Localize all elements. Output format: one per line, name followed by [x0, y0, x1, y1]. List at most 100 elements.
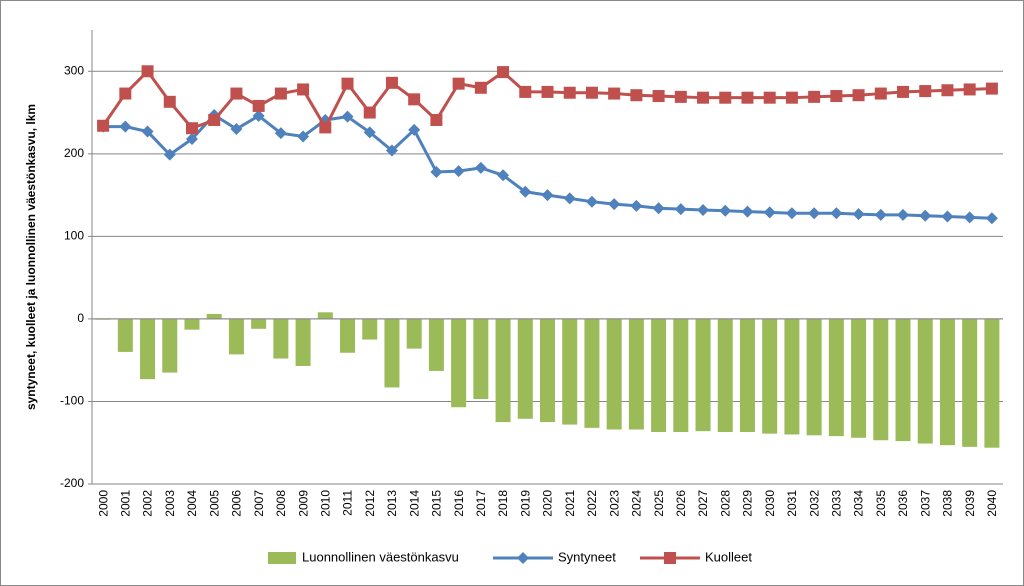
marker — [474, 161, 487, 174]
legend-swatch — [268, 552, 296, 564]
x-tick-label: 2021 — [563, 490, 577, 517]
marker — [519, 185, 532, 198]
marker — [430, 165, 443, 178]
marker — [630, 199, 643, 212]
x-tick-label: 2006 — [230, 490, 244, 517]
marker — [852, 208, 865, 221]
marker — [519, 85, 532, 98]
marker — [608, 87, 621, 100]
marker — [408, 93, 421, 106]
bar — [939, 318, 955, 446]
marker — [274, 127, 287, 140]
x-tick-label: 2029 — [741, 490, 755, 517]
x-tick-label: 2005 — [207, 490, 221, 517]
x-tick-label: 2028 — [718, 490, 732, 517]
marker — [963, 211, 976, 224]
y-tick-label: 0 — [77, 311, 84, 325]
x-tick-label: 2016 — [452, 490, 466, 517]
marker — [119, 87, 132, 100]
bar — [873, 318, 889, 441]
marker — [297, 130, 310, 143]
marker — [830, 90, 843, 103]
y-tick-label: 300 — [64, 63, 84, 77]
marker — [163, 95, 176, 108]
marker — [919, 209, 932, 222]
y-tick-label: 100 — [64, 229, 84, 243]
x-tick-label: 2001 — [119, 490, 133, 517]
x-tick-label: 2000 — [96, 490, 110, 517]
bar — [251, 318, 267, 329]
marker — [985, 82, 998, 95]
marker — [985, 212, 998, 225]
legend-label: Luonnollinen väestönkasvu — [302, 549, 459, 564]
bar — [584, 318, 600, 428]
bar — [540, 318, 555, 423]
bar — [184, 318, 200, 330]
y-tick-label: -100 — [60, 394, 84, 408]
marker — [897, 85, 910, 98]
marker — [585, 195, 598, 208]
x-tick-label: 2007 — [252, 490, 266, 517]
x-tick-label: 2030 — [763, 490, 777, 517]
x-tick-label: 2025 — [652, 490, 666, 517]
bar — [606, 318, 622, 430]
bar — [739, 318, 755, 432]
x-tick-label: 2027 — [696, 490, 710, 517]
marker — [541, 85, 554, 98]
x-tick-label: 2003 — [163, 490, 177, 517]
x-tick-label: 2035 — [874, 490, 888, 517]
x-tick-label: 2004 — [185, 490, 199, 517]
bar — [695, 318, 711, 432]
bar — [273, 318, 289, 359]
bar — [362, 318, 378, 340]
marker — [230, 87, 243, 100]
bar — [117, 318, 133, 352]
marker — [385, 76, 398, 89]
marker — [452, 165, 465, 178]
marker — [408, 123, 421, 136]
marker — [719, 204, 732, 217]
x-tick-label: 2012 — [363, 490, 377, 517]
marker — [452, 77, 465, 90]
bar — [140, 318, 156, 380]
x-tick-label: 2039 — [963, 490, 977, 517]
marker — [430, 113, 443, 126]
marker — [230, 123, 243, 136]
marker — [808, 90, 821, 103]
x-tick-label: 2002 — [141, 490, 155, 517]
x-tick-label: 2020 — [541, 490, 555, 517]
bar — [295, 318, 311, 366]
y-tick-label: 200 — [64, 146, 84, 160]
marker — [674, 90, 687, 103]
bar — [651, 318, 667, 432]
x-tick-label: 2010 — [318, 490, 332, 517]
marker — [252, 99, 265, 112]
marker — [185, 122, 198, 135]
marker — [541, 189, 554, 202]
x-tick-label: 2023 — [607, 490, 621, 517]
marker — [785, 207, 798, 220]
bar — [895, 318, 911, 442]
bar — [984, 318, 1000, 448]
bar — [917, 318, 933, 444]
x-tick-label: 2018 — [496, 490, 510, 517]
bar — [828, 318, 844, 437]
bar — [451, 318, 467, 408]
marker — [741, 91, 754, 104]
bar — [628, 318, 644, 430]
bar — [717, 318, 733, 432]
marker — [341, 77, 354, 90]
marker — [252, 109, 265, 122]
marker — [808, 207, 821, 220]
marker — [585, 86, 598, 99]
marker — [341, 110, 354, 123]
legend-label: Kuolleet — [705, 549, 752, 564]
x-tick-label: 2037 — [918, 490, 932, 517]
marker — [919, 85, 932, 98]
marker — [319, 121, 332, 134]
marker — [874, 208, 887, 221]
marker — [563, 86, 576, 99]
x-tick-label: 2036 — [896, 490, 910, 517]
bar — [784, 318, 800, 435]
marker — [274, 87, 287, 100]
